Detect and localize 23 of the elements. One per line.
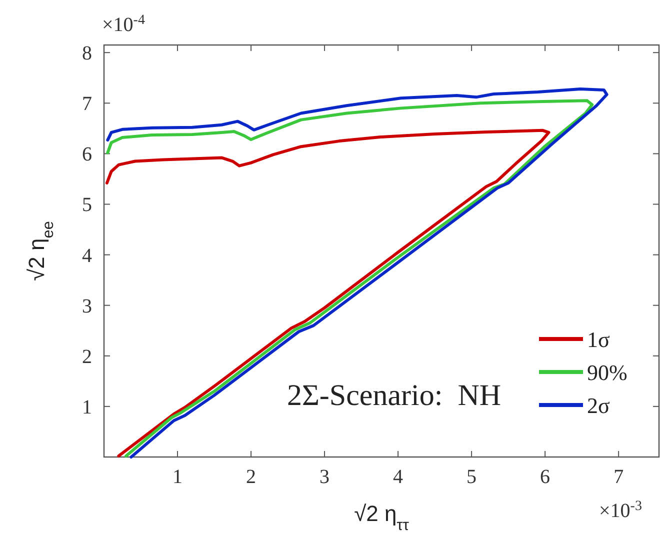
x-tick-label: 4 <box>393 466 404 488</box>
y-tick-label: 1 <box>82 396 92 418</box>
legend-label: 90% <box>587 360 628 385</box>
y-tick-label: 8 <box>82 42 92 65</box>
y-tick-label: 7 <box>82 93 92 116</box>
y-tick-label: 6 <box>82 144 92 166</box>
annotation: 2Σ-Scenario: NH <box>286 379 502 412</box>
legend-label: 1σ <box>587 327 610 352</box>
line-series <box>105 128 550 458</box>
text: ×10$^{-4}$ <box>102 12 145 36</box>
x-tick-label: 5 <box>466 466 477 488</box>
y-tick-label: 3 <box>82 295 92 318</box>
x-tick-label: 2 <box>246 466 256 488</box>
x-tick-label: 1 <box>172 466 183 488</box>
text: ×10$^{-3}$ <box>599 498 642 522</box>
x-axis-title: √2 η$_{ττ}$ <box>354 501 409 534</box>
x-tick-label: 3 <box>320 466 330 488</box>
x-tick-label: 7 <box>614 466 624 488</box>
legend-label: 2σ <box>587 393 610 418</box>
y-tick-label: 5 <box>82 194 92 216</box>
y-tick-label: 2 <box>82 346 92 368</box>
y-tick-label: 4 <box>82 244 92 267</box>
x-tick-label: 6 <box>540 466 550 488</box>
